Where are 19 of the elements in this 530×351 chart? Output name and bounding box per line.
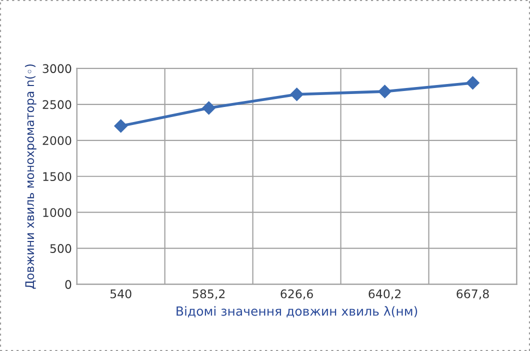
y-tick-label: 0 [65, 280, 72, 289]
x-tick-label: 585,2 [192, 289, 225, 300]
y-tick-label: 1500 [43, 172, 72, 182]
point [290, 88, 304, 101]
y-tick-label: 3000 [42, 64, 72, 74]
x-tick-label: 626,6 [280, 289, 313, 300]
point [466, 76, 480, 90]
point [114, 119, 128, 133]
x-tick-label: 540 [110, 289, 132, 298]
x-axis-title: Відомі значення довжин хвиль λ(нм) [176, 306, 418, 318]
y-tick-label: 500 [50, 244, 72, 253]
point [202, 101, 216, 115]
y-tick-label: 2000 [42, 136, 72, 146]
y-tick-label: 2500 [42, 100, 72, 110]
x-tick-label: 640,2 [368, 289, 400, 300]
point [378, 84, 392, 98]
x-tick-label: 667,8 [456, 289, 489, 300]
y-tick-label: 1000 [43, 208, 72, 218]
y-axis-title: Довжини хвиль монохроматора n(◦) [24, 64, 36, 289]
